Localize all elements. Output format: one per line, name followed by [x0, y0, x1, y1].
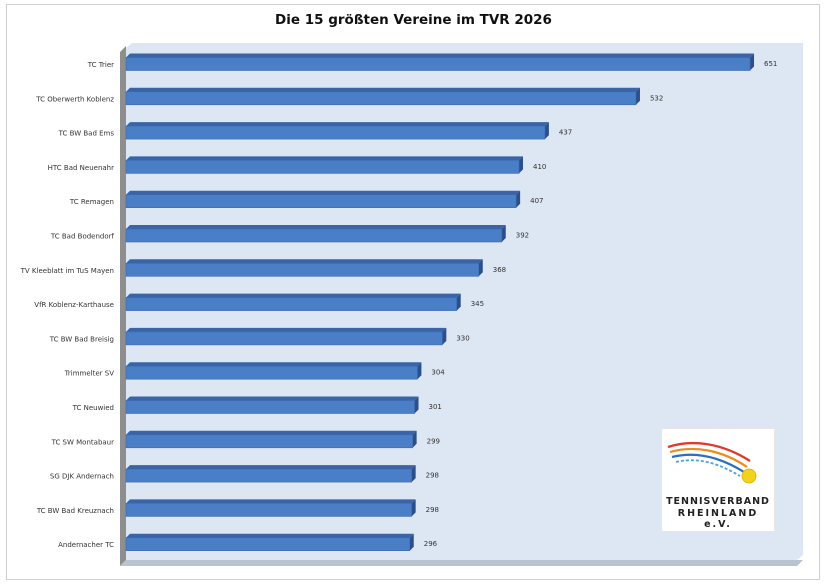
category-label: TC Bad Bodendorf	[50, 233, 115, 241]
bar	[125, 537, 411, 552]
bar	[125, 434, 413, 449]
category-label: TC BW Bad Ems	[58, 130, 115, 138]
category-label: HTC Bad Neuenahr	[48, 164, 114, 172]
bar-top-face	[126, 53, 755, 58]
category-label: TC Oberwerth Koblenz	[35, 95, 114, 103]
plot-floor	[120, 560, 803, 566]
bar-top-face	[126, 156, 524, 161]
bar	[125, 468, 412, 483]
bar-top-face	[126, 499, 416, 504]
bar-side-face	[442, 327, 447, 345]
bar-side-face	[750, 53, 755, 71]
value-label: 407	[530, 197, 543, 205]
bar-top-face	[126, 190, 521, 195]
bar	[125, 400, 415, 414]
bar	[125, 228, 503, 243]
bar	[125, 125, 546, 140]
chart-title: Die 15 größten Vereine im TVR 2026	[275, 12, 552, 28]
value-label: 368	[493, 266, 506, 274]
bar	[125, 57, 751, 71]
bar-top-face	[126, 533, 414, 538]
bar-side-face	[412, 430, 417, 448]
bar-top-face	[126, 87, 640, 92]
value-label: 410	[533, 163, 546, 171]
category-label: Trimmelter SV	[64, 370, 115, 378]
bar-top-face	[126, 465, 416, 470]
bar	[125, 160, 520, 174]
bar-side-face	[635, 87, 640, 105]
bar	[125, 194, 517, 208]
value-label: 298	[426, 472, 439, 480]
category-label: TV Kleeblatt im TuS Mayen	[20, 267, 114, 275]
category-label: Andernacher TC	[58, 541, 114, 549]
bar-side-face	[417, 362, 422, 380]
bar-top-face	[126, 430, 417, 435]
bar-side-face	[501, 225, 506, 242]
value-label: 392	[516, 232, 529, 240]
bar	[125, 331, 443, 346]
bar-top-face	[126, 259, 483, 264]
bar-side-face	[516, 190, 521, 208]
bar-side-face	[411, 465, 416, 483]
bar-top-face	[126, 362, 422, 367]
bar	[125, 297, 458, 311]
bar-top-face	[126, 396, 419, 401]
value-label: 437	[559, 129, 572, 137]
category-label: TC Neuwied	[72, 404, 114, 412]
category-label: TC BW Bad Kreuznach	[36, 507, 114, 515]
value-label: 330	[456, 334, 469, 342]
category-label: TC BW Bad Breisig	[49, 335, 114, 343]
value-label: 651	[764, 60, 777, 68]
logo-text-line1: TENNISVERBAND	[666, 496, 770, 507]
plot-left-wall	[120, 46, 126, 566]
bar-top-face	[126, 122, 549, 127]
bar	[125, 365, 418, 380]
tennisverband-logo: TENNISVERBAND RHEINLAND e.V.	[661, 428, 775, 532]
bar	[125, 503, 412, 517]
logo-text-line2: RHEINLAND e.V.	[677, 508, 759, 530]
category-label: TC Remagen	[69, 198, 114, 206]
category-label: SG DJK Andernach	[50, 473, 114, 481]
bar	[125, 262, 480, 277]
value-label: 345	[471, 300, 484, 308]
logo-swoosh-icon	[667, 441, 757, 484]
bar-top-face	[126, 293, 461, 298]
value-label: 298	[426, 506, 439, 514]
bar-side-face	[414, 396, 419, 414]
value-label: 301	[429, 403, 442, 411]
bar-top-face	[126, 225, 506, 229]
bar-side-face	[478, 259, 483, 277]
bar-side-face	[456, 293, 461, 311]
bar-side-face	[409, 533, 414, 551]
bar-side-face	[411, 499, 416, 517]
bar-side-face	[544, 122, 549, 140]
category-label: TC SW Montabaur	[51, 438, 115, 446]
category-label: VfR Koblenz-Karthause	[34, 301, 114, 309]
bar-top-face	[126, 327, 447, 332]
category-label: TC Trier	[87, 61, 114, 69]
value-label: 304	[431, 369, 445, 377]
bar	[125, 91, 637, 106]
value-label: 532	[650, 94, 663, 102]
value-label: 296	[424, 540, 438, 548]
value-label: 299	[427, 437, 440, 445]
bar-side-face	[519, 156, 524, 174]
